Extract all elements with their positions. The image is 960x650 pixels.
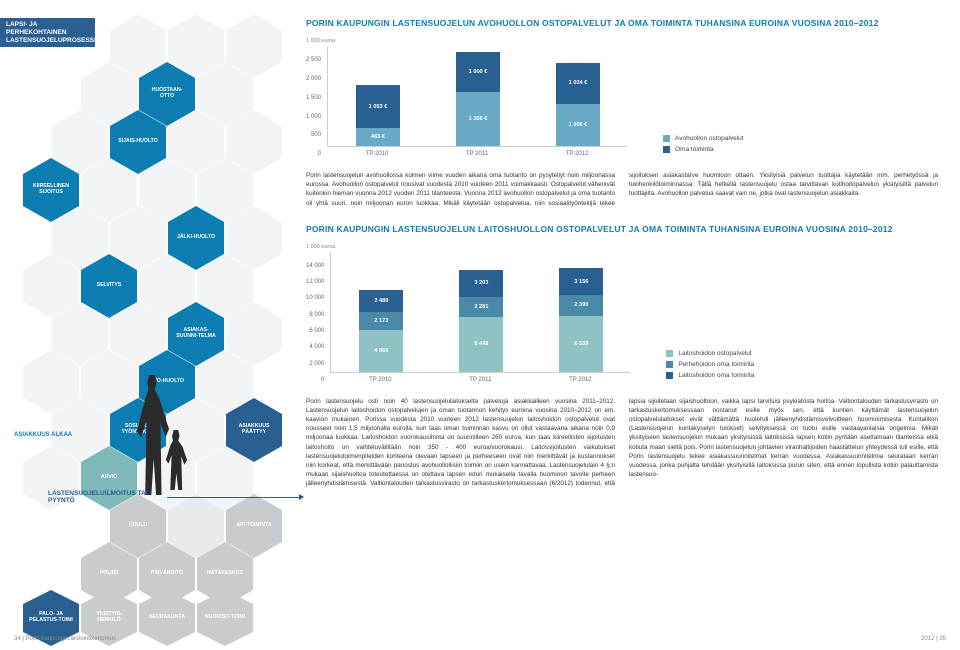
- hex-nuorisotoimi: NUORISO-TOIMI: [197, 590, 253, 646]
- chart2-title: PORIN KAUPUNGIN LASTENSUOJELUN LAITOSHUO…: [306, 224, 938, 234]
- bar-segment: 465 €: [356, 128, 400, 147]
- legend-item: Oma toiminta: [663, 146, 744, 153]
- bar-segment: 2 281: [459, 297, 503, 317]
- lsu-arrow: LASTENSUOJELUILMOITUS TAI -PYYNTÖ: [48, 490, 300, 504]
- parent-child-silhouette: [115, 375, 205, 500]
- para-avohuolto: Porin lastensuojelun avohuollossa kolmen…: [306, 171, 938, 208]
- hex-seurakunta: SEURAKUNTA: [139, 590, 195, 646]
- chart2-unit: 1 000 euroa: [306, 244, 938, 250]
- bar-segment: 6 448: [459, 317, 503, 372]
- chart1-yaxis: 2 5002 0001 5001 0005000: [306, 57, 327, 157]
- bar-segment: 1 056 €: [556, 104, 600, 146]
- chart-laitoshuolto: PORIN KAUPUNGIN LASTENSUOJELUN LAITOSHUO…: [306, 224, 938, 383]
- chart1-unit: 1 000 euroa: [306, 38, 938, 44]
- bar-segment: 1 000 €: [456, 52, 500, 92]
- chart2-legend: Laitoshoidon ostopalvelut Perhehoidon oma…: [666, 350, 754, 383]
- hex-diagram: HUOSTAAN-OTTO SIJAIS-HUOLTO KIIREELLINEN…: [0, 0, 300, 650]
- bar-segment: 2 390: [559, 295, 603, 315]
- bar-segment: 2 489: [359, 290, 403, 311]
- right-page: PORIN KAUPUNGIN LASTENSUOJELUN AVOHUOLLO…: [300, 0, 960, 650]
- legend-item: Laitoshoidon ostopalvelut: [666, 350, 754, 357]
- bar-segment: 1 053 €: [356, 85, 400, 127]
- chart2-area: 4 8662 1732 489 6 4482 2813 203 6 5592 390…: [330, 253, 630, 373]
- chart1-title: PORIN KAUPUNGIN LASTENSUOJELUN AVOHUOLLO…: [306, 18, 938, 28]
- right-page-footer: 2012 | 35: [921, 636, 946, 642]
- chart2-xaxis: TP 2010TP 2011TP 2012: [330, 373, 630, 383]
- bar-segment: 3 156: [559, 268, 603, 295]
- bar-segment: 1 366 €: [456, 92, 500, 147]
- bar-segment: 6 559: [559, 316, 603, 372]
- para-laitoshuolto: Porin lastensuojelu osti noin 40 lastens…: [306, 397, 938, 488]
- left-page: LAPSI- JA PERHEKOHTAINEN LASTENSUOJELUPR…: [0, 0, 300, 650]
- legend-item: Perhehoidon oma toiminta: [666, 361, 754, 368]
- bar-segment: 2 173: [359, 312, 403, 331]
- legend-item: Avohuollon ostopalvelut: [663, 135, 744, 142]
- left-page-footer: 34 | Porin kaupungin arviointikertomus: [14, 636, 116, 642]
- chart1-legend: Avohuollon ostopalvelut Oma toiminta: [663, 135, 744, 157]
- chart-avohuolto: PORIN KAUPUNGIN LASTENSUOJELUN AVOHUOLLO…: [306, 18, 938, 157]
- bar-segment: 1 024 €: [556, 63, 600, 104]
- asiakkuus-alkaa-label: ASIAKKUUS ALKAA: [14, 432, 72, 438]
- chart2-yaxis: 14 00012 00010 0008 0006 0004 0002 0000: [306, 263, 330, 383]
- bar-segment: 3 203: [459, 270, 503, 297]
- chart1-area: 465 €1 053 € 1 366 €1 000 € 1 056 €1 024 €: [327, 47, 627, 147]
- bar-segment: 4 866: [359, 330, 403, 372]
- chart1-xaxis: TP 2010TP 2011TP 2012: [327, 147, 627, 157]
- legend-item: Laitoshoidon oma toiminta: [666, 372, 754, 379]
